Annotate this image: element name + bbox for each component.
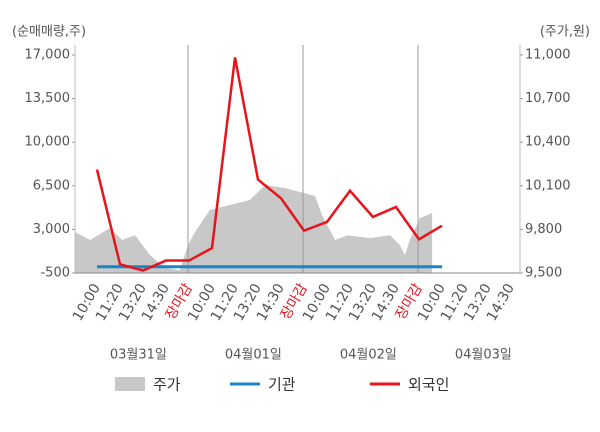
date-label: 03월31일	[110, 348, 167, 363]
y2-tick-label: 9,800	[525, 222, 562, 237]
y2-tick-label: 11,000	[525, 48, 571, 63]
series-line	[95, 57, 443, 272]
y-tick-label: 17,000	[25, 48, 71, 63]
y-tick-label: 3,000	[33, 222, 70, 237]
price-area	[74, 185, 433, 273]
y2-tick-label: 10,400	[525, 135, 571, 150]
y-tick-label: -500	[40, 266, 70, 281]
legend-swatch	[115, 377, 145, 391]
y2-tick-label: 9,500	[525, 266, 562, 281]
date-label: 04월03일	[455, 348, 512, 363]
legend-label: 주가	[153, 376, 181, 394]
y-tick-label: 13,500	[25, 91, 71, 106]
date-label: 04월01일	[225, 348, 282, 363]
y-tick-label: 6,500	[33, 178, 70, 193]
legend-label: 기관	[268, 376, 296, 394]
legend-label: 외국인	[408, 376, 449, 394]
date-label: 04월02일	[340, 348, 397, 363]
y2-tick-label: 10,700	[525, 91, 571, 106]
y-axis-label: (순매매량,주)	[12, 25, 86, 40]
y2-axis-label: (주가,원)	[540, 25, 590, 40]
y2-tick-label: 10,100	[525, 178, 571, 193]
y-tick-label: 10,000	[25, 135, 71, 150]
